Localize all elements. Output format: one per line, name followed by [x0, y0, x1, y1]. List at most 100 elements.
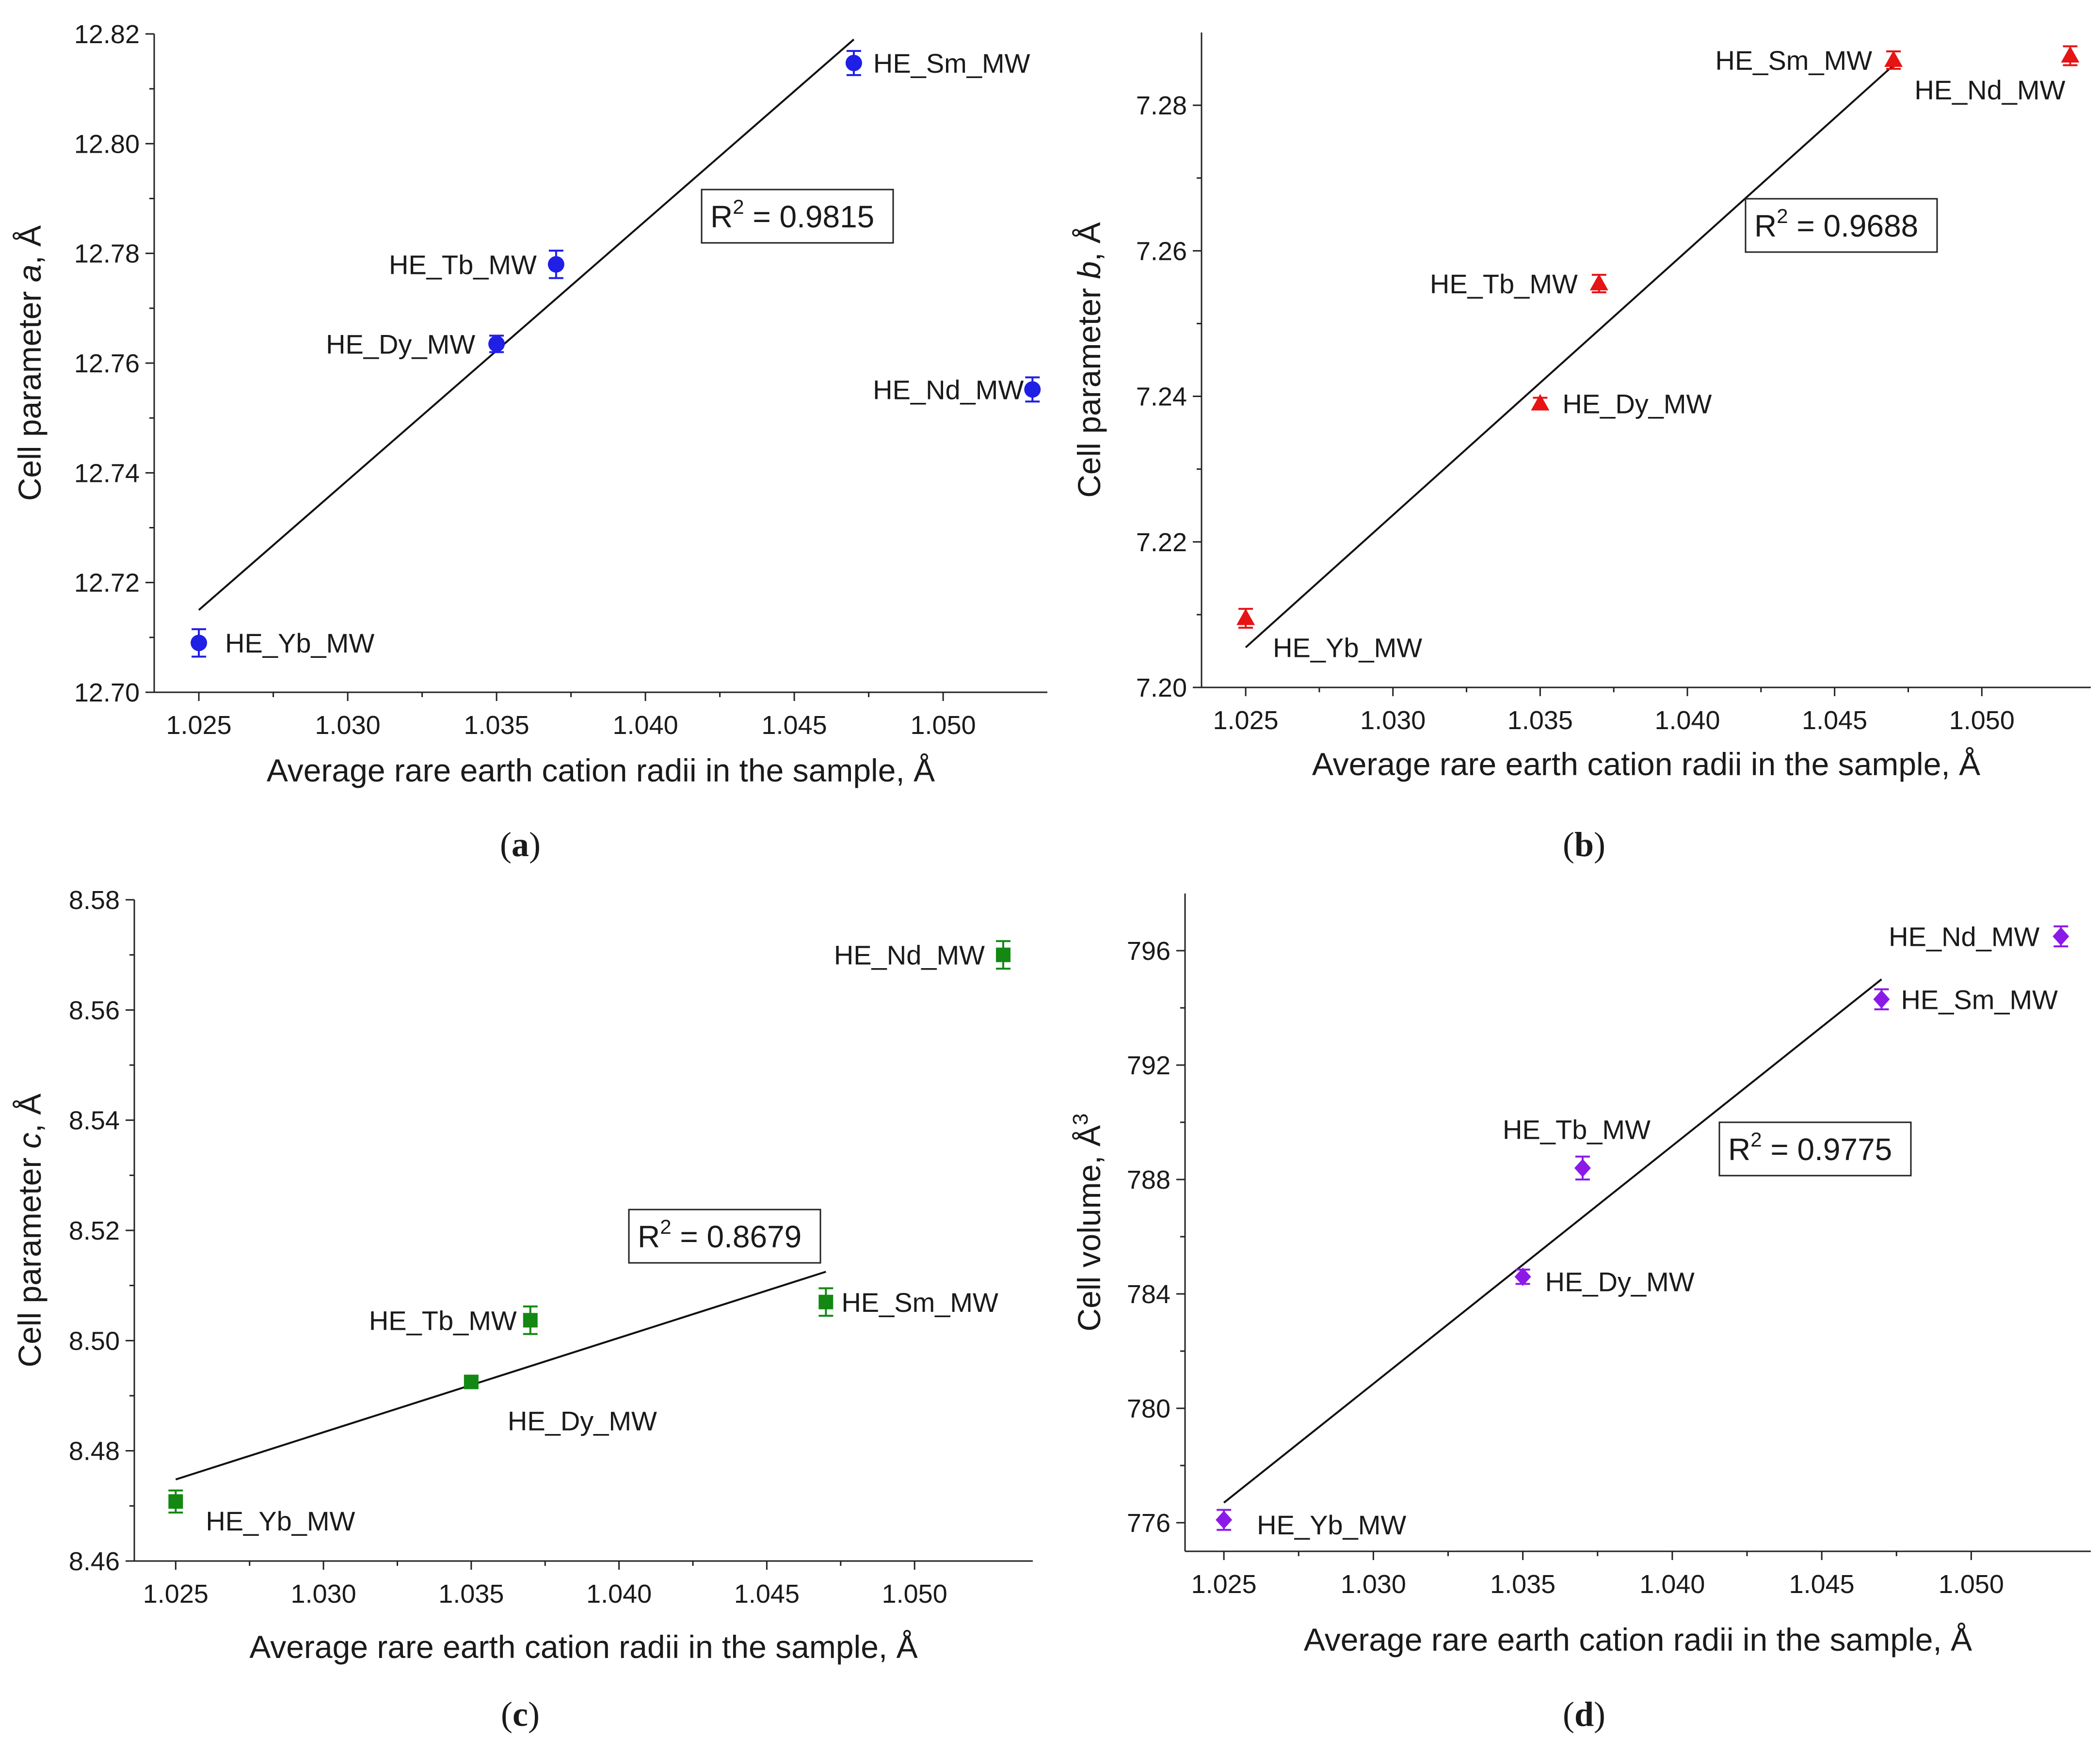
caption-letter: b — [1574, 825, 1594, 864]
point-label: HE_Sm_MW — [1715, 45, 1873, 76]
data-point-2 — [1574, 1159, 1591, 1178]
y-axis-title-superscript: 3 — [1069, 1114, 1092, 1125]
y-tick-label: 12.74 — [74, 459, 140, 488]
panel-caption: (a) — [500, 825, 541, 864]
r2-box — [1718, 1121, 1912, 1177]
y-tick-label: 7.28 — [1136, 91, 1187, 120]
point-label: HE_Tb_MW — [389, 249, 537, 280]
point-label: HE_Yb_MW — [225, 628, 374, 658]
caption-letter: c — [513, 1695, 528, 1734]
x-tick-label: 1.045 — [734, 1579, 800, 1609]
y-axis-title-prefix: Cell parameter — [12, 1148, 48, 1367]
point-label: HE_Dy_MW — [326, 329, 475, 359]
data-point-3 — [1873, 990, 1890, 1009]
caption-open: ( — [1563, 825, 1574, 864]
point-label: HE_Tb_MW — [1503, 1114, 1651, 1145]
data-point-1 — [464, 1374, 479, 1389]
r2-base: R — [1754, 208, 1777, 243]
fit-line — [1245, 64, 1894, 648]
y-tick-label: 784 — [1127, 1280, 1170, 1309]
y-axis-title: Cell parameter c, Å — [12, 1094, 48, 1368]
r2-base: R — [710, 199, 733, 234]
y-tick-label: 8.54 — [69, 1106, 120, 1135]
y-axis-title-prefix: Cell parameter — [12, 282, 48, 501]
x-tick-label: 1.045 — [1789, 1570, 1855, 1599]
x-axis-title: Average rare earth cation radii in the s… — [249, 1629, 917, 1665]
chart-panel-b: 1.025 1.030 1.035 1.040 1.045 1.050 7.20 7.22 7.… — [1071, 32, 2091, 864]
y-axis-title: Cell parameter b, Å — [1071, 222, 1107, 498]
r2-exponent: 2 — [733, 195, 744, 218]
y-tick-label: 12.72 — [74, 569, 140, 598]
point-label: HE_Dy_MW — [508, 1406, 657, 1436]
caption-close: ) — [1594, 1695, 1605, 1734]
r2-label: R2 = 0.9775 — [1728, 1128, 1892, 1167]
point-label: HE_Yb_MW — [1273, 632, 1422, 663]
y-tick-label: 8.50 — [69, 1326, 120, 1355]
data-point-4 — [1024, 381, 1041, 398]
y-tick-label: 7.26 — [1136, 237, 1187, 266]
x-tick-label: 1.050 — [1949, 706, 2015, 735]
x-tick-label: 1.035 — [1490, 1570, 1555, 1599]
point-label: HE_Tb_MW — [369, 1305, 517, 1336]
data-point-0 — [191, 635, 208, 652]
x-tick-label: 1.040 — [1639, 1570, 1705, 1599]
y-tick-label: 7.22 — [1136, 528, 1187, 557]
point-label: HE_Dy_MW — [1545, 1267, 1695, 1297]
y-axis-title-variable: b — [1071, 261, 1107, 279]
y-tick-label: 8.52 — [69, 1216, 120, 1245]
data-point-0 — [1236, 608, 1255, 625]
r2-label: R2 = 0.9688 — [1754, 205, 1918, 243]
chart-panel-c: 1.025 1.030 1.035 1.040 1.045 1.050 8.46 8.48 8.… — [12, 886, 1033, 1734]
fit-line — [1223, 978, 1882, 1504]
y-axis-title-suffix: , Å — [12, 225, 48, 265]
y-tick-label: 12.78 — [74, 239, 140, 269]
y-tick-label: 7.24 — [1136, 382, 1187, 412]
caption-letter: a — [512, 825, 529, 864]
caption-open: ( — [500, 825, 512, 864]
data-point-3 — [818, 1294, 834, 1309]
r2-base: R — [638, 1219, 660, 1254]
y-tick-label: 788 — [1127, 1165, 1170, 1195]
r2-value: = 0.9688 — [1788, 208, 1919, 243]
data-point-4 — [2061, 46, 2080, 63]
point-label: HE_Sm_MW — [873, 48, 1030, 79]
y-axis-title-variable: a — [12, 264, 48, 282]
data-point-0 — [168, 1494, 183, 1509]
point-label: HE_Nd_MW — [873, 374, 1024, 405]
x-axis-title: Average rare earth cation radii in the s… — [267, 752, 935, 788]
data-point-3 — [1884, 50, 1903, 67]
x-tick-label: 1.050 — [882, 1579, 947, 1609]
y-tick-label: 8.48 — [69, 1437, 120, 1466]
r2-base: R — [1728, 1132, 1750, 1167]
r2-box — [628, 1209, 821, 1264]
chart-panel-d: 1.025 1.030 1.035 1.040 1.045 1.050 776 780 784 7… — [1069, 893, 2091, 1734]
r2-exponent: 2 — [1750, 1128, 1762, 1151]
panel-caption: (b) — [1563, 825, 1605, 864]
y-tick-label: 12.76 — [74, 349, 140, 378]
point-label: HE_Nd_MW — [1914, 75, 2065, 105]
caption-close: ) — [1594, 825, 1605, 864]
x-tick-label: 1.050 — [911, 711, 976, 740]
r2-box — [1745, 198, 1938, 253]
r2-value: = 0.9775 — [1762, 1132, 1892, 1167]
y-tick-label: 12.70 — [74, 678, 140, 707]
x-tick-label: 1.030 — [315, 711, 381, 740]
point-label: HE_Yb_MW — [206, 1506, 355, 1536]
data-point-3 — [845, 54, 862, 71]
caption-close: ) — [528, 1695, 540, 1734]
x-axis-title: Average rare earth cation radii in the s… — [1304, 1622, 1972, 1657]
chart-panel-a: 1.025 1.030 1.035 1.040 1.045 1.050 12.70 12.72… — [12, 20, 1047, 864]
data-point-4 — [996, 947, 1011, 962]
r2-label: R2 = 0.9815 — [710, 195, 874, 234]
data-point-2 — [547, 256, 564, 273]
y-tick-label: 12.82 — [74, 20, 140, 49]
x-tick-label: 1.035 — [1507, 706, 1573, 735]
y-axis-title-suffix: , Å — [12, 1094, 48, 1133]
y-tick-label: 780 — [1127, 1394, 1170, 1423]
point-label: HE_Nd_MW — [834, 940, 985, 971]
point-label: HE_Nd_MW — [1889, 922, 2039, 952]
x-tick-label: 1.045 — [1802, 706, 1867, 735]
y-tick-label: 7.20 — [1136, 673, 1187, 702]
x-tick-label: 1.030 — [1341, 1570, 1406, 1599]
